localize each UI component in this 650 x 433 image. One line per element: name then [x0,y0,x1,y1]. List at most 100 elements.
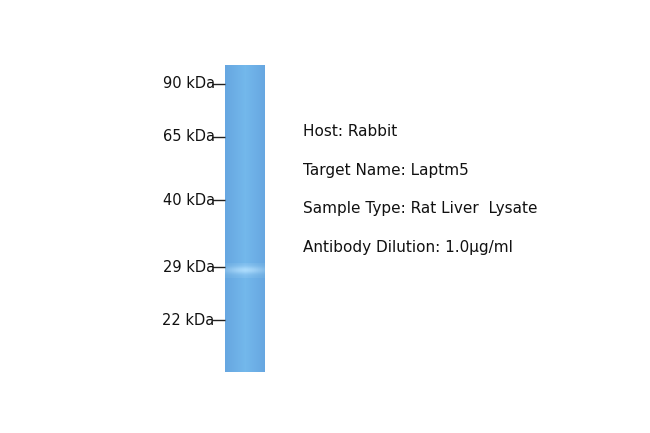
Bar [251,274,252,275]
Bar [235,65,236,372]
Bar [261,264,262,265]
Bar [260,274,261,275]
Bar [246,277,247,278]
Bar [226,274,227,275]
Bar [238,266,239,267]
Bar [261,273,262,274]
Bar [238,264,239,265]
Bar [250,272,251,273]
Bar [258,264,259,265]
Bar [260,272,261,273]
Bar [225,270,226,271]
Bar [243,274,244,275]
Bar [236,277,237,278]
Bar [252,277,253,278]
Bar [227,267,228,268]
Bar [248,270,249,271]
Bar [225,264,226,265]
Bar [255,274,256,275]
Bar [242,271,243,272]
Bar [247,272,248,273]
Bar [231,265,232,266]
Bar [255,277,256,278]
Bar [231,65,232,372]
Bar [239,264,240,265]
Bar [264,263,265,264]
Bar [242,65,243,372]
Bar [247,267,248,268]
Bar [237,272,238,273]
Bar [232,263,233,264]
Bar [237,267,238,268]
Bar [263,266,264,267]
Bar [255,272,256,273]
Bar [245,273,246,274]
Bar [229,277,230,278]
Bar [248,277,249,278]
Bar [227,265,228,266]
Bar [251,268,252,269]
Bar [263,265,264,266]
Bar [248,266,249,267]
Bar [245,268,246,269]
Bar [263,277,264,278]
Bar [231,268,232,269]
Bar [226,267,227,268]
Bar [245,275,246,276]
Bar [259,270,260,271]
Bar [235,268,236,269]
Bar [251,270,252,271]
Bar [250,271,251,272]
Bar [251,272,252,273]
Bar [248,273,249,274]
Bar [234,263,235,264]
Bar [247,277,248,278]
Bar [254,264,255,265]
Bar [241,274,242,275]
Bar [232,275,233,276]
Bar [234,274,235,275]
Bar [264,277,265,278]
Bar [252,266,253,267]
Bar [228,271,229,272]
Bar [238,277,239,278]
Bar [249,264,250,265]
Bar [250,268,251,269]
Bar [252,264,253,265]
Bar [238,274,239,275]
Bar [239,272,240,273]
Bar [250,277,251,278]
Bar [251,271,252,272]
Bar [263,267,264,268]
Bar [243,277,244,278]
Bar [261,268,262,269]
Bar [246,275,247,276]
Bar [233,275,234,276]
Bar [243,267,244,268]
Bar [230,65,231,372]
Bar [239,277,240,278]
Bar [259,275,260,276]
Bar [251,273,252,274]
Bar [226,263,227,264]
Bar [242,277,243,278]
Bar [251,266,252,267]
Bar [228,266,229,267]
Bar [232,65,233,372]
Bar [247,269,248,270]
Bar [237,265,238,266]
Bar [250,267,251,268]
Bar [264,267,265,268]
Bar [237,275,238,276]
Bar [243,271,244,272]
Bar [261,65,262,372]
Bar [234,271,235,272]
Bar [249,65,250,372]
Bar [227,277,228,278]
Bar [245,270,246,271]
Bar [244,276,245,277]
Bar [244,65,245,372]
Bar [261,272,262,273]
Bar [248,277,249,278]
Bar [247,270,248,271]
